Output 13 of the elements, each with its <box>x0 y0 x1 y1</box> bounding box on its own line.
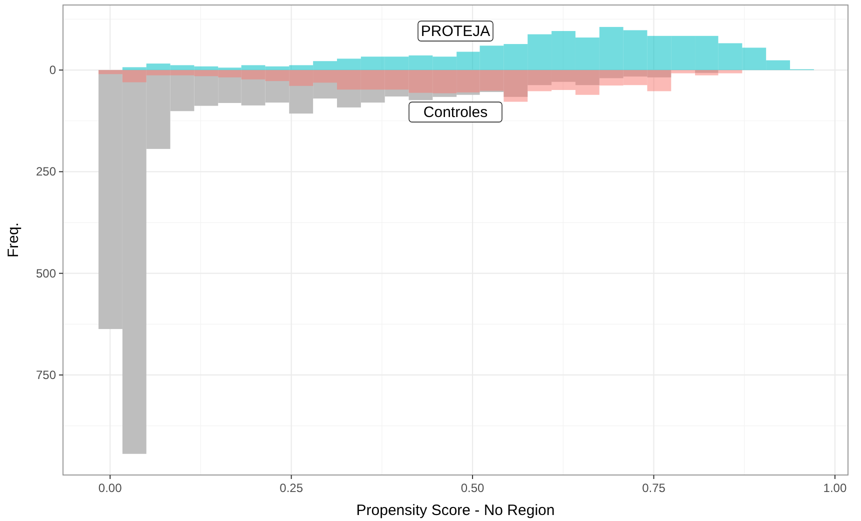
x-tick-label: 1.00 <box>823 481 847 495</box>
x-tick-label: 0.25 <box>280 481 304 495</box>
y-tick-label: 750 <box>36 368 56 382</box>
y-tick-label: 0 <box>49 63 56 78</box>
x-tick-label: 0.75 <box>642 481 666 495</box>
y-tick-label: 250 <box>36 164 56 179</box>
series-label: PROTEJA <box>420 23 490 40</box>
y-axis-title: Freq. <box>5 222 22 258</box>
x-tick-label: 0.00 <box>98 481 122 495</box>
y-tick-label: 500 <box>36 266 56 280</box>
x-tick-label: 0.50 <box>460 481 485 495</box>
x-axis-title: Propensity Score - No Region <box>356 502 555 519</box>
series-label: Controles <box>423 104 488 122</box>
